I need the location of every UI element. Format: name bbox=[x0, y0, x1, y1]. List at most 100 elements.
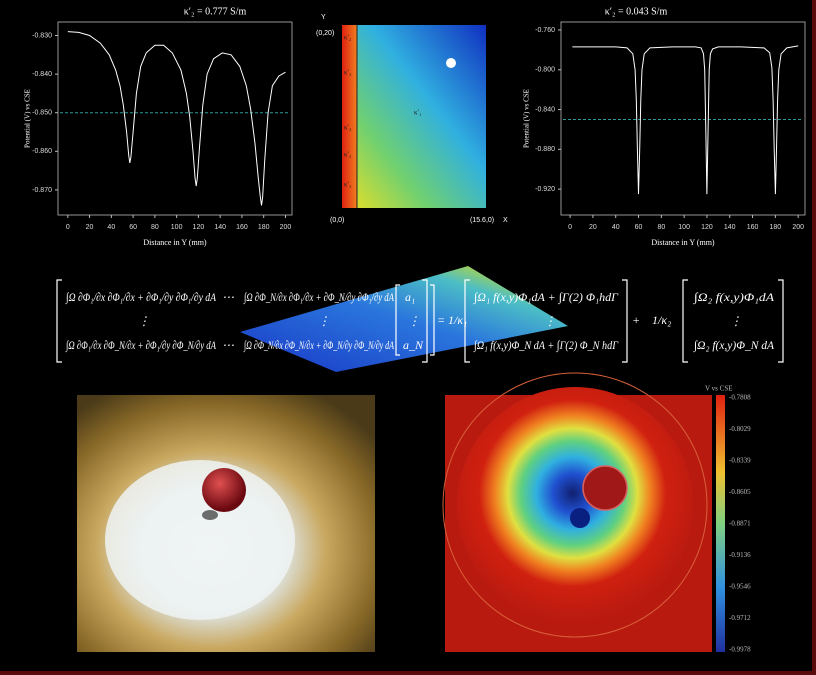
colorbar-label: -0.8605 bbox=[729, 488, 751, 496]
x-tick-label: 0 bbox=[66, 224, 70, 231]
matrix-entry: ∫Ω ∂Φ₁/∂x ∂Φ_N/∂x + ∂Φ₁/∂y ∂Φ_N/∂y dA bbox=[65, 338, 216, 352]
y-tick-label: -0.760 bbox=[535, 27, 555, 34]
potential-field bbox=[457, 387, 693, 623]
axis-label: X bbox=[503, 217, 508, 224]
colorbar-label: -0.9546 bbox=[729, 583, 751, 591]
unknown: a_N bbox=[403, 338, 424, 352]
colorbar bbox=[716, 395, 725, 652]
corner-label: (0,0) bbox=[330, 217, 344, 224]
domain-label: κ′₁ bbox=[414, 109, 422, 117]
y-axis-label: Potential (V) vs CSE bbox=[24, 89, 32, 148]
potential-map bbox=[442, 372, 725, 652]
ring bbox=[442, 372, 708, 638]
x-tick-label: 20 bbox=[589, 224, 597, 231]
brackets bbox=[56, 279, 784, 363]
matrix-entry: ⋮ bbox=[318, 314, 330, 328]
corner-label: (0,20) bbox=[316, 30, 334, 37]
coating bbox=[105, 460, 295, 620]
y-axis-label: Potential (V) vs CSE bbox=[523, 89, 531, 148]
rhs-entry: ⋮ bbox=[544, 314, 556, 328]
plus: + bbox=[632, 313, 640, 327]
x-tick-label: 100 bbox=[678, 224, 690, 231]
anode-ball bbox=[202, 468, 246, 512]
layer-label: κ′₂ bbox=[344, 124, 352, 132]
y-tick-label: -0.800 bbox=[535, 67, 555, 74]
x-tick-label: 120 bbox=[701, 224, 713, 231]
x-tick-label: 120 bbox=[193, 224, 205, 231]
x-tick-label: 180 bbox=[258, 224, 270, 231]
y-tick-label: -0.840 bbox=[32, 71, 52, 78]
series-line bbox=[67, 31, 286, 206]
coefficient: 1/κ₂ bbox=[652, 313, 671, 327]
field bbox=[342, 25, 486, 208]
x-tick-label: 200 bbox=[792, 224, 804, 231]
rhs-entry: ∫Ω₁ f(x,y)Φ_N dA + ∫Γ(2) Φ_N hdΓ bbox=[473, 338, 619, 352]
colorbar-label: -0.8029 bbox=[729, 425, 751, 433]
plot-frame bbox=[57, 21, 293, 216]
y-tick-label: -0.830 bbox=[32, 32, 52, 39]
x-tick-label: 100 bbox=[171, 224, 183, 231]
layer-label: κ′₂ bbox=[344, 181, 352, 189]
chart-title: κ′₂ = 0.777 S/m bbox=[184, 6, 247, 17]
y-tick-label: -0.860 bbox=[32, 148, 52, 155]
x-tick-label: 160 bbox=[747, 224, 759, 231]
colorbar-label: -0.9712 bbox=[729, 614, 751, 622]
y-tick-label: -0.880 bbox=[535, 146, 555, 153]
colorbar-label: -0.9978 bbox=[729, 646, 751, 654]
x-tick-label: 0 bbox=[568, 224, 572, 231]
equation: ∫Ω ∂Φ₁/∂x ∂Φ₁/∂x + ∂Φ₁/∂y ∂Φ₁/∂y dA ⋯ ∫Ω… bbox=[56, 266, 784, 372]
x-tick-label: 60 bbox=[635, 224, 643, 231]
layer-strip bbox=[342, 25, 357, 208]
edge bbox=[812, 0, 816, 675]
rhs-entry: ∫Ω₂ f(x,y)Φ₁dA bbox=[693, 290, 775, 304]
matrix-entry: ⋮ bbox=[138, 314, 150, 328]
colorbar-label: -0.8339 bbox=[729, 457, 751, 465]
colorbar-title: V vs CSE bbox=[705, 385, 733, 393]
unknown: a₁ bbox=[405, 290, 415, 304]
x-axis-label: Distance in Y (mm) bbox=[143, 238, 207, 247]
defect bbox=[202, 510, 218, 520]
matrix-entry: ∫Ω ∂Φ_N/∂x ∂Φ₁/∂x + ∂Φ_N/∂y ∂Φ₁/∂y dA bbox=[243, 290, 394, 304]
rhs-entry: ∫Ω₁ f(x,y)Φ₁dA + ∫Γ(2) Φ₁hdΓ bbox=[473, 290, 619, 304]
layer-label: κ′₂ bbox=[344, 34, 352, 42]
anode bbox=[446, 58, 456, 68]
plot-frame bbox=[560, 21, 806, 216]
coefficient: 1/κ₁ bbox=[448, 313, 467, 327]
y-tick-label: -0.850 bbox=[32, 110, 52, 117]
colorbar-label: -0.7808 bbox=[729, 394, 751, 402]
series-line bbox=[572, 45, 799, 195]
x-tick-label: 40 bbox=[107, 224, 115, 231]
colorbar-label: -0.9136 bbox=[729, 551, 751, 559]
rhs-entry: ∫Ω₂ f(x,y)Φ_N dA bbox=[693, 338, 775, 352]
layer-label: κ′₂ bbox=[344, 69, 352, 77]
layer-label: κ′₂ bbox=[344, 151, 352, 159]
y-tick-label: -0.840 bbox=[535, 106, 555, 113]
rhs-entry: ⋮ bbox=[730, 314, 742, 328]
x-tick-label: 140 bbox=[214, 224, 226, 231]
matrix-entry: ⋯ bbox=[222, 290, 234, 304]
surface-plot bbox=[240, 266, 568, 372]
x-tick-label: 160 bbox=[236, 224, 248, 231]
x-tick-label: 80 bbox=[657, 224, 665, 231]
holiday bbox=[570, 508, 590, 528]
matrix-entry: ∫Ω ∂Φ₁/∂x ∂Φ₁/∂x + ∂Φ₁/∂y ∂Φ₁/∂y dA bbox=[65, 290, 216, 304]
equals: = bbox=[437, 313, 445, 327]
x-tick-label: 200 bbox=[280, 224, 292, 231]
axis-label: Y bbox=[321, 14, 326, 21]
corner-label: (15.6,0) bbox=[470, 217, 494, 224]
x-tick-label: 20 bbox=[86, 224, 94, 231]
x-axis-label: Distance in Y (mm) bbox=[651, 238, 715, 247]
colorbar-label: -0.8871 bbox=[729, 520, 751, 528]
photo bbox=[77, 395, 375, 652]
x-tick-label: 140 bbox=[724, 224, 736, 231]
y-tick-label: -0.870 bbox=[32, 187, 52, 194]
x-tick-label: 80 bbox=[151, 224, 159, 231]
x-tick-label: 40 bbox=[612, 224, 620, 231]
edge bbox=[0, 671, 816, 675]
y-tick-label: -0.920 bbox=[535, 186, 555, 193]
matrix-entry: ∫Ω ∂Φ_N/∂x ∂Φ_N/∂x + ∂Φ_N/∂y ∂Φ_N/∂y dA bbox=[243, 338, 394, 352]
chart-title: κ′₂ = 0.043 S/m bbox=[605, 6, 668, 17]
anode-disk bbox=[582, 465, 628, 511]
matrix-entry: ⋯ bbox=[222, 338, 234, 352]
